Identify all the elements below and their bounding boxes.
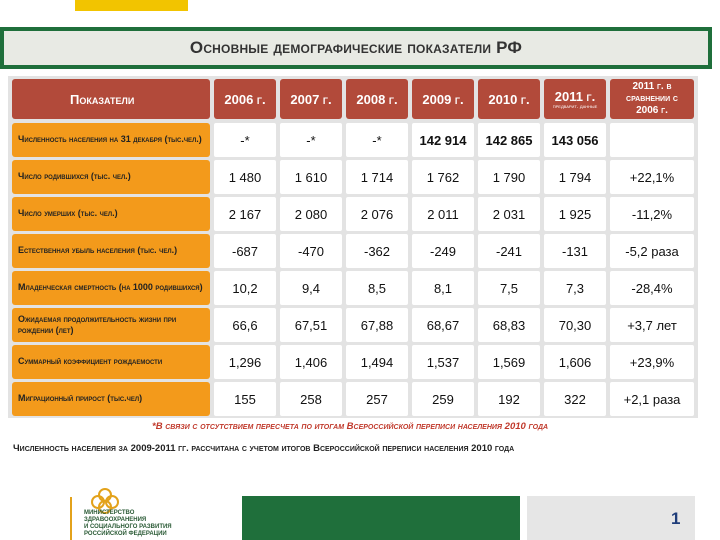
- value-cell: 258: [280, 382, 342, 416]
- value-cell: 1 925: [544, 197, 606, 231]
- header-2010: 2010 г.: [478, 79, 540, 119]
- value-cell: 1 610: [280, 160, 342, 194]
- value-cell: 70,30: [544, 308, 606, 342]
- value-cell: 143 056: [544, 123, 606, 157]
- value-cell: 1,494: [346, 345, 408, 379]
- value-cell: -*: [214, 123, 276, 157]
- header-2011-label: 2011 г.: [554, 88, 596, 104]
- header-2006: 2006 г.: [214, 79, 276, 119]
- header-comparison: 2011 г. в сравнении с 2006 г.: [610, 79, 694, 119]
- comparison-cell: +2,1 раза: [610, 382, 694, 416]
- value-cell: 257: [346, 382, 408, 416]
- value-cell: -*: [346, 123, 408, 157]
- value-cell: 8,1: [412, 271, 474, 305]
- footer-grey-bar: [527, 496, 695, 540]
- row-label: Миграционный прирост (тыс.чел): [12, 382, 210, 416]
- value-cell: 8,5: [346, 271, 408, 305]
- top-accent-bar: [75, 0, 188, 11]
- comparison-cell: -11,2%: [610, 197, 694, 231]
- value-cell: 142 914: [412, 123, 474, 157]
- row-label: Число умерших (тыс. чел.): [12, 197, 210, 231]
- comparison-cell: -28,4%: [610, 271, 694, 305]
- header-2009: 2009 г.: [412, 79, 474, 119]
- page-number: 1: [671, 509, 681, 528]
- footer-green-bar: [242, 496, 520, 540]
- row-label: Ожидаемая продолжительность жизни при ро…: [12, 308, 210, 342]
- value-cell: 155: [214, 382, 276, 416]
- logo-divider: [70, 497, 72, 540]
- value-cell: 1,406: [280, 345, 342, 379]
- header-indicators: Показатели: [12, 79, 210, 119]
- value-cell: 1,296: [214, 345, 276, 379]
- value-cell: 1 480: [214, 160, 276, 194]
- value-cell: 1,569: [478, 345, 540, 379]
- value-cell: 2 080: [280, 197, 342, 231]
- value-cell: 1 714: [346, 160, 408, 194]
- value-cell: 1,606: [544, 345, 606, 379]
- value-cell: 7,5: [478, 271, 540, 305]
- value-cell: -362: [346, 234, 408, 268]
- value-cell: 1,537: [412, 345, 474, 379]
- header-2011: 2011 г. предварит. данные: [544, 79, 606, 119]
- comparison-cell: +3,7 лет: [610, 308, 694, 342]
- value-cell: -241: [478, 234, 540, 268]
- footnote: *В связи с отсутствием пересчета по итог…: [152, 421, 549, 432]
- value-cell: 322: [544, 382, 606, 416]
- value-cell: 9,4: [280, 271, 342, 305]
- page-title: Основные демографические показатели РФ: [189, 38, 523, 57]
- value-cell: 1 794: [544, 160, 606, 194]
- value-cell: 192: [478, 382, 540, 416]
- ministry-name: Министерство здравоохранения и социально…: [84, 510, 172, 537]
- value-cell: -131: [544, 234, 606, 268]
- comparison-cell: +22,1%: [610, 160, 694, 194]
- value-cell: -470: [280, 234, 342, 268]
- value-cell: 10,2: [214, 271, 276, 305]
- value-cell: 7,3: [544, 271, 606, 305]
- header-2008: 2008 г.: [346, 79, 408, 119]
- value-cell: 2 031: [478, 197, 540, 231]
- value-cell: 68,67: [412, 308, 474, 342]
- value-cell: 67,51: [280, 308, 342, 342]
- value-cell: -249: [412, 234, 474, 268]
- row-label: Число родившихся (тыс. чел.): [12, 160, 210, 194]
- row-label: Суммарный коэффициент рождаемости: [12, 345, 210, 379]
- value-cell: 259: [412, 382, 474, 416]
- population-note: Численность населения за 2009-2011 гг. р…: [13, 443, 515, 454]
- comparison-cell: +23,9%: [610, 345, 694, 379]
- value-cell: 142 865: [478, 123, 540, 157]
- header-2011-sub: предварит. данные: [552, 103, 598, 110]
- row-label: Численность населения на 31 декабря (тыс…: [12, 123, 210, 157]
- value-cell: 1 790: [478, 160, 540, 194]
- value-cell: 68,83: [478, 308, 540, 342]
- value-cell: 2 076: [346, 197, 408, 231]
- title-banner: Основные демографические показатели РФ: [0, 27, 712, 69]
- value-cell: -*: [280, 123, 342, 157]
- comparison-cell: -5,2 раза: [610, 234, 694, 268]
- value-cell: -687: [214, 234, 276, 268]
- value-cell: 2 011: [412, 197, 474, 231]
- header-2007: 2007 г.: [280, 79, 342, 119]
- row-label: Естественная убыль населения (тыс. чел.): [12, 234, 210, 268]
- value-cell: 2 167: [214, 197, 276, 231]
- indicators-table: Показатели 2006 г. 2007 г. 2008 г. 2009 …: [8, 76, 698, 418]
- value-cell: 67,88: [346, 308, 408, 342]
- ministry-logo-icon: [91, 488, 119, 514]
- row-label: Младенческая смертность (на 1000 родивши…: [12, 271, 210, 305]
- comparison-cell: [610, 123, 694, 157]
- value-cell: 66,6: [214, 308, 276, 342]
- value-cell: 1 762: [412, 160, 474, 194]
